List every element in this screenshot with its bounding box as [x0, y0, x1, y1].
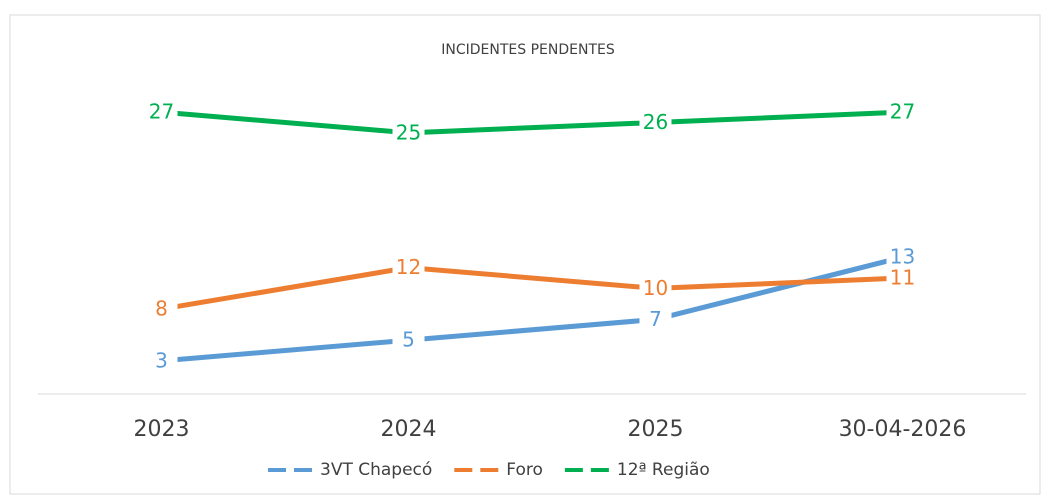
- label-bg: [392, 255, 425, 280]
- legend-label: 3VT Chapecó: [320, 460, 432, 480]
- label-bg: [639, 276, 672, 301]
- x-tick-label: 2025: [628, 417, 684, 442]
- label-bg: [145, 100, 178, 125]
- label-bg: [639, 307, 672, 332]
- data-label: 3: [155, 348, 168, 372]
- series-line: [161, 265, 903, 312]
- series-line: [161, 254, 904, 364]
- label-bg: [392, 120, 425, 145]
- data-label: 13: [890, 245, 915, 269]
- label-bg: [886, 265, 919, 290]
- label-bg: [886, 100, 919, 125]
- data-label: 12: [396, 255, 421, 279]
- legend-label: Foro: [506, 460, 543, 480]
- data-label: 7: [649, 307, 662, 331]
- data-label: 26: [643, 110, 668, 134]
- data-label: 5: [402, 328, 415, 352]
- legend-label: 12ª Região: [617, 460, 710, 480]
- chart-title: INCIDENTES PENDENTES: [441, 42, 615, 58]
- label-bg: [145, 348, 178, 373]
- label-bg: [639, 110, 672, 135]
- series-line: [161, 109, 903, 136]
- data-label: 27: [890, 100, 915, 124]
- label-bg: [886, 245, 919, 270]
- data-label: 10: [643, 276, 668, 300]
- x-tick-label: 2023: [134, 417, 190, 442]
- chart-frame: [9, 14, 1041, 495]
- data-label: 8: [155, 297, 168, 321]
- label-bg: [392, 328, 425, 353]
- data-label: 27: [149, 100, 174, 124]
- label-bg: [145, 297, 178, 322]
- x-tick-label: 30-04-2026: [839, 417, 967, 442]
- x-tick-label: 2024: [381, 417, 437, 442]
- data-label: 11: [890, 265, 915, 289]
- data-label: 25: [396, 120, 421, 144]
